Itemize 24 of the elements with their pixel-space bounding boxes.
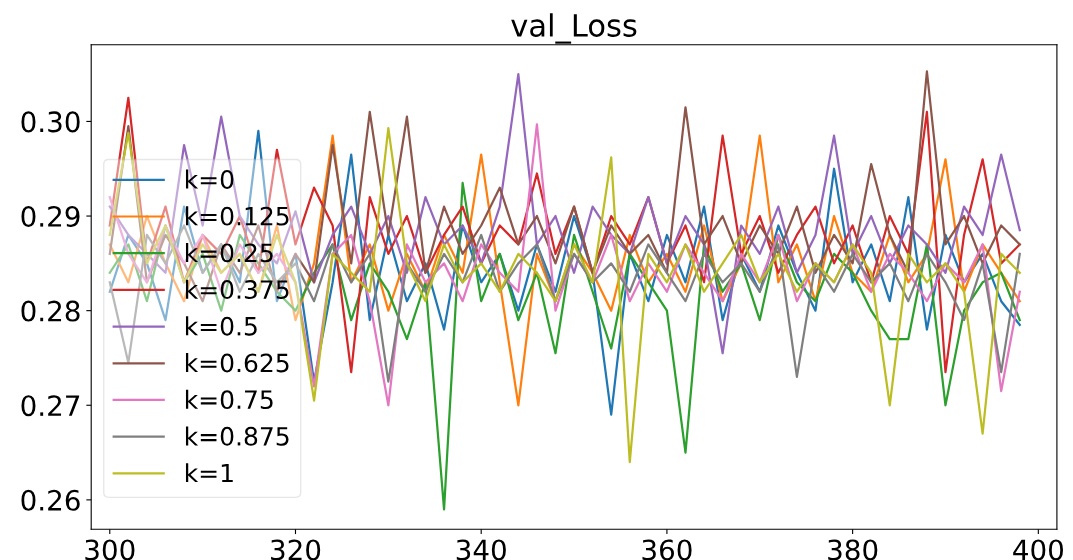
line-series — [108, 224, 1021, 383]
x-tick-label: 380 — [828, 539, 878, 560]
legend-label: k=0.625 — [185, 353, 289, 373]
y-tick-label: 0.26 — [21, 489, 80, 511]
y-tick-label: 0.27 — [21, 395, 80, 417]
x-tick-label: 320 — [271, 539, 321, 560]
legend-label: k=0.25 — [185, 242, 273, 263]
legend-label: k=0.375 — [185, 279, 289, 299]
x-tick-label: 360 — [642, 539, 692, 560]
x-tick-label: 300 — [85, 539, 135, 560]
chart-title: val_Loss — [511, 13, 637, 44]
line-series — [108, 126, 1021, 464]
legend-label: k=0.125 — [185, 206, 289, 226]
legend-label: k=0.875 — [185, 426, 289, 446]
legend-label: k=1 — [185, 463, 233, 483]
legend-label: k=0 — [185, 169, 234, 189]
x-tick-label: 400 — [1013, 539, 1063, 560]
legend-label: k=0.5 — [185, 316, 257, 336]
y-tick-label: 0.28 — [21, 300, 80, 322]
x-tick-label: 340 — [456, 539, 506, 560]
y-tick-label: 0.30 — [21, 111, 80, 133]
line-series — [108, 70, 1021, 303]
y-tick-label: 0.29 — [21, 205, 80, 227]
legend-label: k=0.75 — [185, 389, 273, 410]
